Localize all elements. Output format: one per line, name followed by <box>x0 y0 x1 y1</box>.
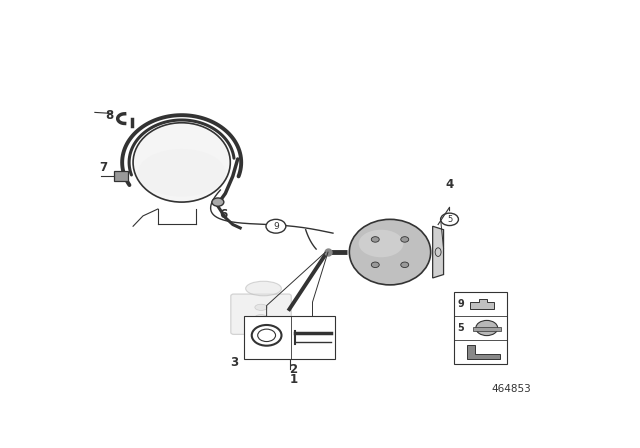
Polygon shape <box>467 345 500 359</box>
Text: 3: 3 <box>230 356 238 369</box>
Circle shape <box>371 237 380 242</box>
Circle shape <box>212 198 224 206</box>
Ellipse shape <box>358 230 403 257</box>
Ellipse shape <box>133 123 230 202</box>
Text: 8: 8 <box>106 109 114 122</box>
Text: 6: 6 <box>220 208 228 221</box>
Text: 9: 9 <box>458 299 464 309</box>
Text: 7: 7 <box>99 161 108 174</box>
Polygon shape <box>470 299 494 309</box>
Circle shape <box>476 320 498 336</box>
Ellipse shape <box>138 149 225 197</box>
Ellipse shape <box>246 281 282 296</box>
Circle shape <box>266 220 286 233</box>
FancyBboxPatch shape <box>114 172 127 181</box>
Circle shape <box>371 262 380 267</box>
Circle shape <box>401 262 409 267</box>
Bar <box>454 292 507 364</box>
Text: 4: 4 <box>445 178 454 191</box>
Ellipse shape <box>349 220 431 285</box>
Text: 464853: 464853 <box>492 384 531 394</box>
Text: 2: 2 <box>289 363 298 376</box>
Ellipse shape <box>255 314 268 321</box>
FancyBboxPatch shape <box>231 294 291 334</box>
Circle shape <box>401 237 409 242</box>
Text: 1: 1 <box>289 373 298 386</box>
Text: 9: 9 <box>273 222 279 231</box>
Text: 5: 5 <box>458 323 464 333</box>
Polygon shape <box>433 226 444 278</box>
Circle shape <box>440 213 458 225</box>
Ellipse shape <box>255 304 268 310</box>
Text: 5: 5 <box>447 215 452 224</box>
Ellipse shape <box>435 248 441 256</box>
Bar <box>473 327 501 331</box>
Bar <box>244 316 335 359</box>
